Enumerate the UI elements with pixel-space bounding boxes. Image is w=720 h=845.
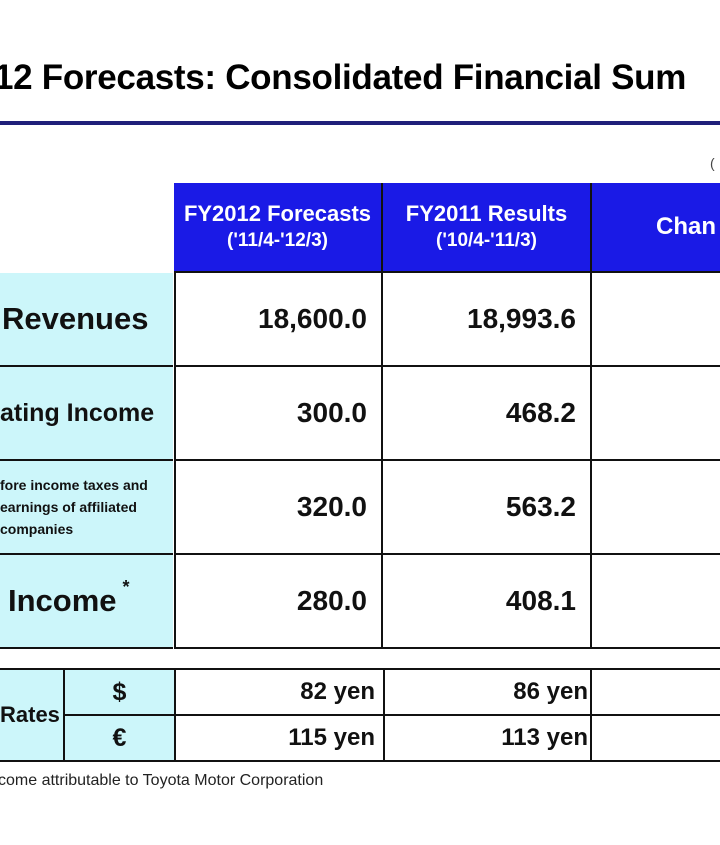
row-label-net-income: Income * <box>0 555 173 649</box>
header-results-period: ('10/4-'11/3) <box>436 230 537 251</box>
rates-mid-border <box>65 714 720 716</box>
cell-operating-results: 468.2 <box>383 367 592 461</box>
row-label-pretax-line1: fore income taxes and <box>0 477 148 493</box>
row-label-net-income-text: Income <box>8 583 117 618</box>
rate-eur-results: 113 yen <box>501 724 588 751</box>
title-underline <box>0 121 720 125</box>
header-forecast-title: FY2012 Forecasts <box>183 201 372 226</box>
row-label-pretax-income: fore income taxes and earnings of affili… <box>0 461 173 555</box>
page-title: 12 Forecasts: Consolidated Financial Sum <box>0 58 687 97</box>
header-change: Chan <box>592 183 720 271</box>
rates-col-divider-3 <box>590 670 592 760</box>
header-forecast-period: ('11/4-'12/3) <box>227 230 328 251</box>
header-change-title: Chan <box>656 213 716 240</box>
row-label-operating-income-text: ating Income <box>0 398 155 427</box>
row-label-operating-income: ating Income <box>0 367 173 461</box>
rate-usd-results: 86 yen <box>513 678 588 705</box>
header-results-title: FY2011 Results <box>405 201 568 226</box>
cell-revenues-results: 18,993.6 <box>383 273 592 367</box>
table-top-border <box>174 271 720 273</box>
cell-net-forecast: 280.0 <box>174 555 383 649</box>
rate-currency-usd: $ <box>112 677 127 706</box>
rates-bottom-border <box>0 760 720 762</box>
header-forecast: FY2012 Forecasts ('11/4-'12/3) <box>174 183 383 271</box>
cell-pretax-results: 563.2 <box>383 461 592 555</box>
row-label-pretax-line3: companies <box>0 521 74 537</box>
row-label-revenues-text: Revenues <box>2 301 149 336</box>
rate-eur-forecast: 115 yen <box>288 724 375 751</box>
rates-col-divider-1 <box>174 670 176 760</box>
rates-label: Rates <box>0 670 64 760</box>
row-label-revenues: Revenues <box>0 273 173 367</box>
rates-label-divider <box>63 670 65 760</box>
cell-pretax-forecast: 320.0 <box>174 461 383 555</box>
cell-revenues-change <box>592 273 720 367</box>
row-label-net-income-mark: * <box>122 577 130 597</box>
rate-currency-eur: € <box>112 723 127 752</box>
rates-top-border <box>0 668 720 670</box>
row-label-pretax-line2: earnings of affiliated <box>0 499 137 515</box>
cell-operating-change <box>592 367 720 461</box>
header-results: FY2011 Results ('10/4-'11/3) <box>383 183 592 271</box>
rate-usd-forecast: 82 yen <box>300 678 375 705</box>
cell-net-results: 408.1 <box>383 555 592 649</box>
footnote: come attributable to Toyota Motor Corpor… <box>0 772 324 789</box>
cell-revenues-forecast: 18,600.0 <box>174 273 383 367</box>
cell-operating-forecast: 300.0 <box>174 367 383 461</box>
unit-note: ( <box>710 155 715 171</box>
rates-col-divider-2 <box>383 670 385 760</box>
rates-label-text: Rates <box>0 702 60 727</box>
cell-pretax-change <box>592 461 720 555</box>
cell-net-change <box>592 555 720 649</box>
